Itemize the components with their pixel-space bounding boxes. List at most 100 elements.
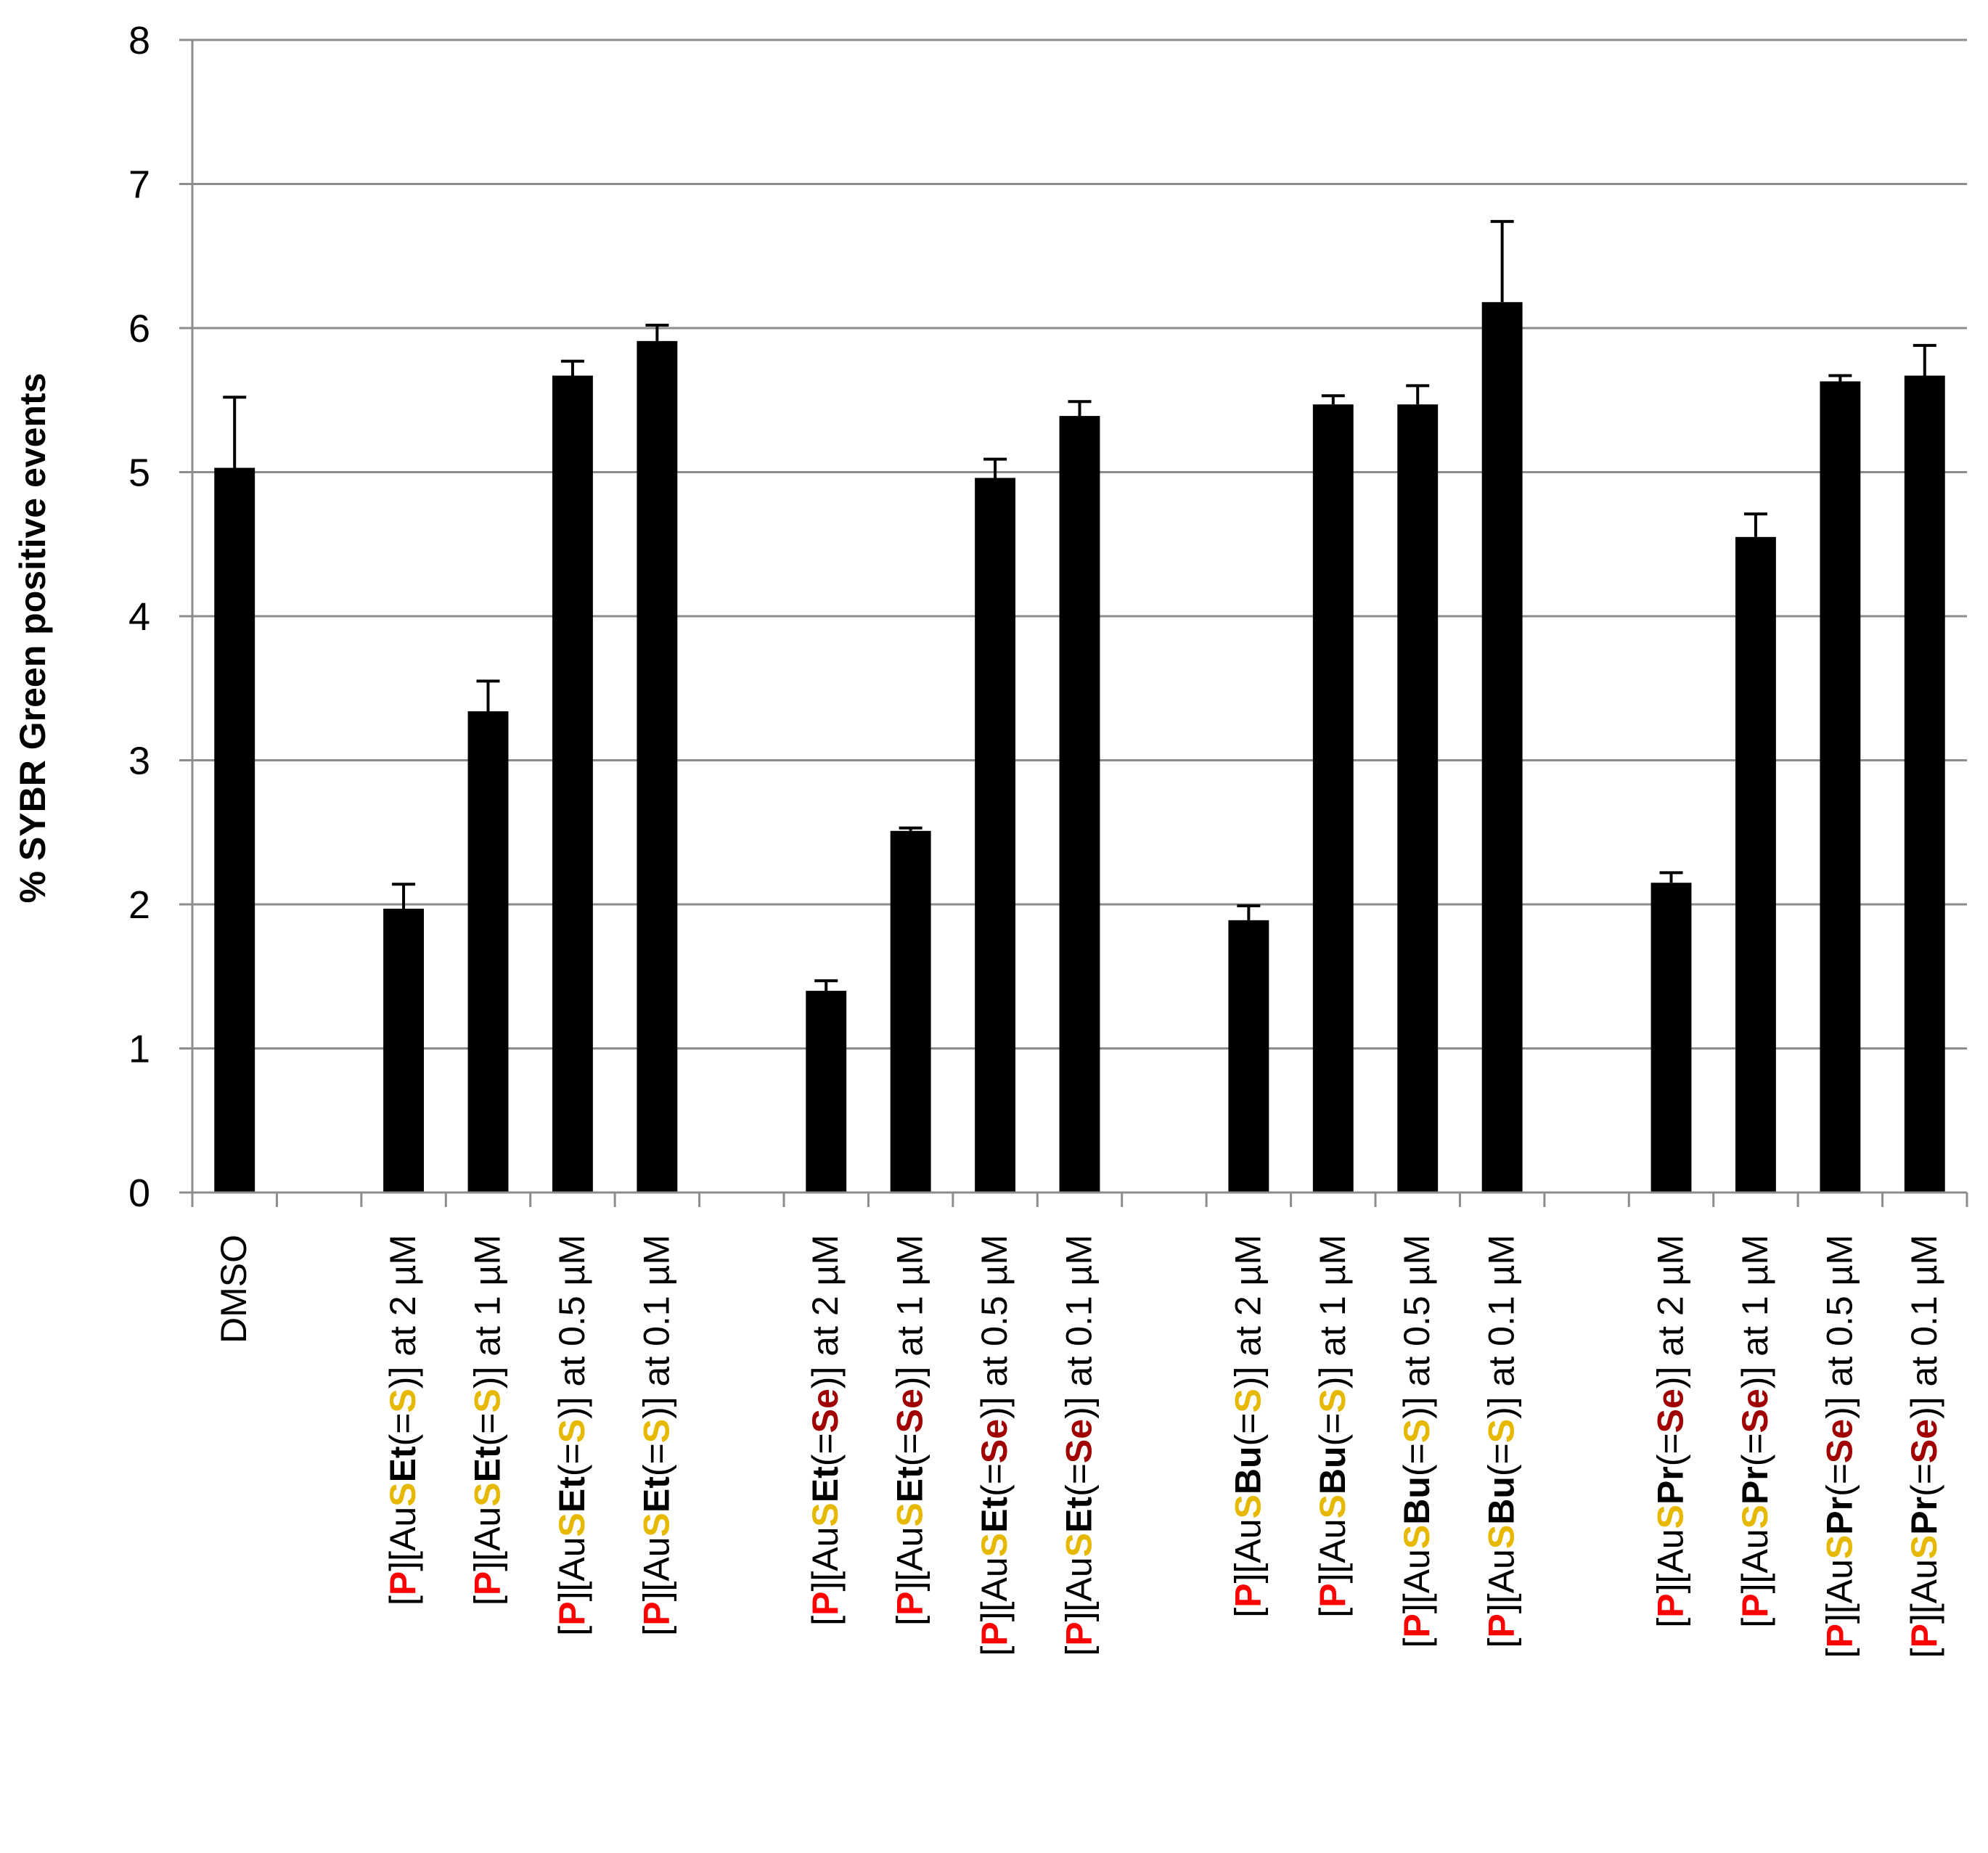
label-segment: P xyxy=(1059,1621,1100,1645)
y-axis-title: % SYBR Green positive events xyxy=(12,373,53,904)
y-tick-labels: 0 1 2 3 4 5 6 7 8 xyxy=(128,19,150,1215)
label-segment: S xyxy=(1481,1525,1522,1549)
label-segment: (= xyxy=(890,1433,930,1466)
label-segment: ][Au xyxy=(1059,1557,1100,1621)
label-segment: (= xyxy=(1481,1443,1522,1476)
y-tick-label: 2 xyxy=(128,883,150,927)
label-segment: S xyxy=(1481,1419,1522,1443)
x-category-label: [P][AuSEt(=Se)] at 0.5 µM xyxy=(974,1235,1015,1656)
label-segment: S xyxy=(890,1502,930,1526)
label-segment: Bu xyxy=(1227,1446,1268,1494)
x-category-label: [P][AuSBu(=S)] at 2 µM xyxy=(1227,1235,1268,1618)
bar xyxy=(383,908,425,1193)
label-segment: (= xyxy=(1396,1443,1437,1476)
label-segment: S xyxy=(1312,1494,1353,1518)
bar xyxy=(1820,381,1861,1193)
bar xyxy=(890,830,931,1193)
label-segment: [ xyxy=(1904,1648,1944,1658)
label-segment: Se xyxy=(974,1419,1015,1463)
y-tick-label: 1 xyxy=(128,1028,150,1071)
x-category-label: [P][AuSBu(=S)] at 1 µM xyxy=(1312,1235,1353,1618)
label-segment: Et xyxy=(890,1466,930,1502)
x-category-labels: DMSO[P][AuSEt(=S)] at 2 µM[P][AuSEt(=S)]… xyxy=(213,1235,1944,1658)
bar xyxy=(552,375,593,1193)
label-segment: Se xyxy=(1059,1419,1100,1463)
bar xyxy=(467,711,509,1193)
label-segment: S xyxy=(1059,1533,1100,1557)
label-segment: S xyxy=(636,1419,676,1443)
y-tick-label: 7 xyxy=(128,163,150,207)
label-segment: (= xyxy=(1650,1433,1691,1466)
label-segment: [ xyxy=(1481,1637,1522,1648)
label-segment: P xyxy=(1481,1613,1522,1637)
label-segment: [ xyxy=(1735,1618,1775,1628)
label-segment: Pr xyxy=(1650,1466,1691,1505)
label-segment: ][Au xyxy=(636,1537,676,1601)
label-segment: ][Au xyxy=(890,1527,930,1592)
label-segment: )] at 0.1 µM xyxy=(1904,1235,1944,1419)
label-segment: ][Au xyxy=(1735,1529,1775,1593)
label-segment: [ xyxy=(805,1616,846,1626)
bar xyxy=(975,478,1016,1193)
label-segment: )] at 1 µM xyxy=(1312,1235,1353,1388)
label-segment: ][Au xyxy=(1396,1549,1437,1613)
label-segment: [ xyxy=(636,1626,676,1636)
label-segment: [ xyxy=(1396,1637,1437,1648)
label-segment: Et xyxy=(383,1446,423,1482)
label-segment: ][Au xyxy=(805,1527,846,1592)
label-segment: [ xyxy=(467,1595,508,1605)
label-segment: [ xyxy=(383,1595,423,1605)
label-segment: Bu xyxy=(1312,1446,1353,1494)
label-segment: Pr xyxy=(1904,1497,1944,1535)
label-segment: (= xyxy=(383,1413,423,1447)
label-segment: Se xyxy=(1650,1388,1691,1433)
label-segment: )] at 2 µM xyxy=(383,1235,423,1388)
bar xyxy=(214,467,255,1193)
bar xyxy=(1481,302,1523,1193)
label-segment: S xyxy=(467,1388,508,1412)
label-segment: )] at 2 µM xyxy=(1227,1235,1268,1388)
x-category-label: [P][AuSPr(=Se)] at 0.5 µM xyxy=(1819,1235,1860,1658)
label-segment: Et xyxy=(636,1476,676,1513)
label-segment: S xyxy=(1312,1388,1353,1412)
x-category-label: [P][AuSBu(=S)] at 0.1 µM xyxy=(1481,1235,1522,1648)
label-segment: [ xyxy=(552,1626,592,1636)
label-segment: S xyxy=(1396,1525,1437,1549)
label-segment: P xyxy=(1396,1613,1437,1637)
x-category-label: [P][AuSEt(=S)] at 1 µM xyxy=(467,1235,508,1605)
label-segment: (= xyxy=(1059,1463,1100,1497)
bar xyxy=(1650,883,1692,1193)
label-segment: ][Au xyxy=(1312,1518,1353,1583)
label-segment: S xyxy=(552,1419,592,1443)
bar xyxy=(637,340,678,1193)
label-segment: S xyxy=(383,1388,423,1412)
label-segment: Bu xyxy=(1481,1476,1522,1525)
label-segment: (= xyxy=(1735,1433,1775,1466)
label-segment: Se xyxy=(805,1388,846,1433)
label-segment: )] at 0.1 µM xyxy=(1059,1235,1100,1419)
label-segment: [ xyxy=(1312,1608,1353,1618)
label-segment: S xyxy=(1396,1419,1437,1443)
label-segment: Se xyxy=(1904,1419,1944,1463)
label-segment: Et xyxy=(805,1466,846,1502)
label-segment: P xyxy=(1227,1583,1268,1607)
label-segment: (= xyxy=(1312,1413,1353,1447)
bar xyxy=(1397,404,1439,1193)
label-segment: Se xyxy=(1735,1388,1775,1433)
axes xyxy=(179,38,1968,1207)
label-segment: [ xyxy=(974,1646,1015,1656)
label-segment: Se xyxy=(890,1388,930,1433)
label-segment: S xyxy=(974,1533,1015,1557)
bar xyxy=(1059,416,1100,1193)
label-segment: ][Au xyxy=(1904,1559,1944,1624)
x-category-label: [P][AuSEt(=Se)] at 0.1 µM xyxy=(1059,1235,1100,1656)
x-category-label: [P][AuSEt(=S)] at 0.1 µM xyxy=(636,1235,676,1636)
label-segment: )] at 1 µM xyxy=(1735,1235,1775,1388)
label-segment: [ xyxy=(1819,1648,1860,1658)
label-segment: S xyxy=(1735,1505,1775,1529)
label-segment: P xyxy=(974,1621,1015,1645)
label-segment: S xyxy=(1904,1535,1944,1559)
bar xyxy=(1904,375,1945,1193)
label-segment: P xyxy=(1819,1624,1860,1648)
